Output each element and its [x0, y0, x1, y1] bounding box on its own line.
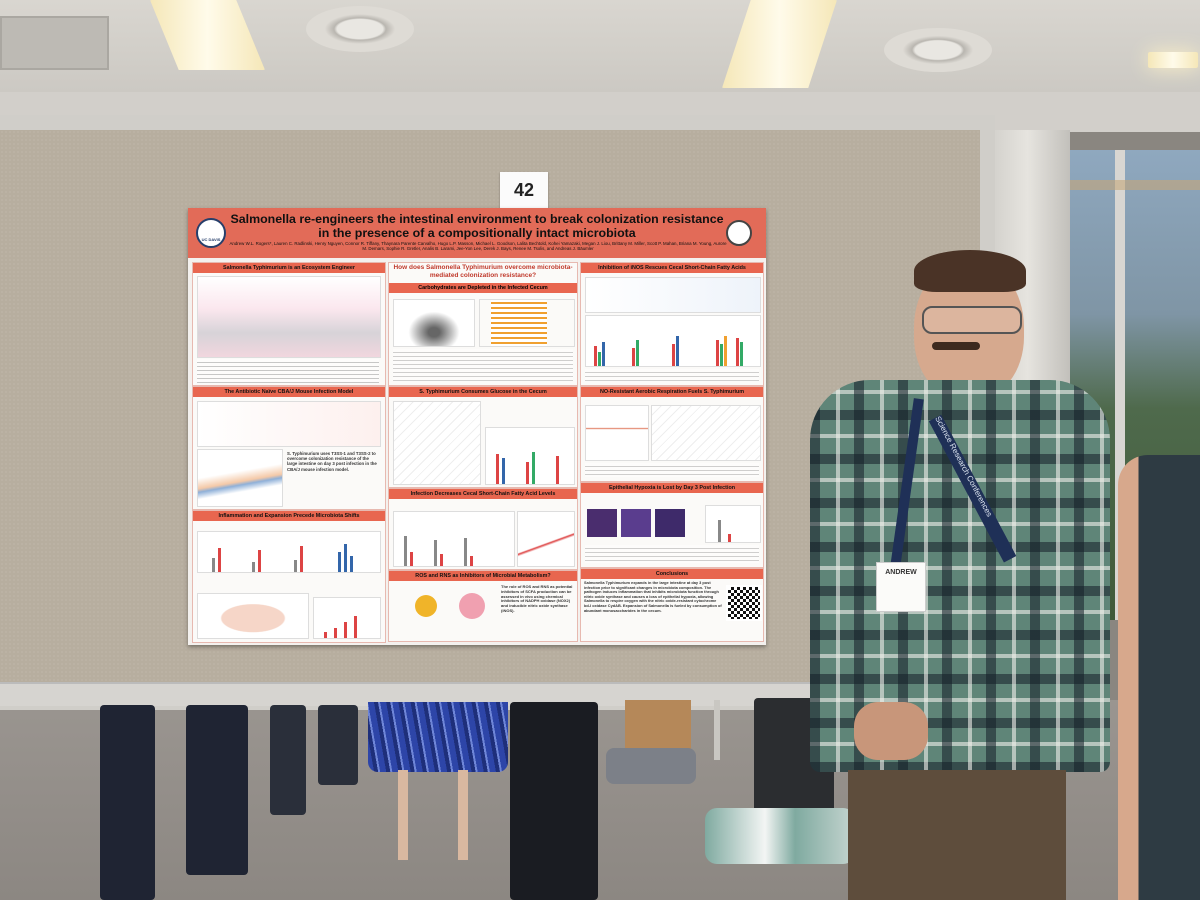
name-badge: ANDREW	[876, 562, 926, 612]
poster-authors: Andrew W.L. Rogers*, Lauren C. Radlinski…	[229, 241, 727, 252]
unifrac-bar-chart	[313, 597, 381, 639]
section-inos: Inhibition of iNOS Rescues Cecal Short-C…	[580, 262, 764, 386]
university-seal-logo	[726, 220, 752, 246]
section-heading: The Antibiotic Naïve CBA/J Mouse Infecti…	[193, 387, 385, 397]
glucose-scatter-plots	[393, 401, 481, 485]
section-scfa: Infection Decreases Cecal Short-Chain Fa…	[388, 488, 578, 570]
monocyte-cell-icon	[415, 595, 437, 617]
section-heading: Epithelial Hypoxia is Lost by Day 3 Post…	[581, 483, 763, 493]
section-heading: Inhibition of iNOS Rescues Cecal Short-C…	[581, 263, 763, 273]
pcoa-plot	[197, 593, 309, 639]
hypoxia-microscopy-2	[621, 509, 651, 537]
person-black-trousers	[510, 702, 598, 900]
caption-lines	[585, 545, 759, 563]
person-khaki-trousers	[625, 700, 691, 750]
experiment-design-diagram	[585, 277, 761, 313]
glucose-bar-chart	[485, 427, 575, 485]
section-aerobic-respiration: NO-Resistant Aerobic Respiration Fuels S…	[580, 386, 764, 482]
section-heading: Conclusions	[581, 569, 763, 579]
neutrophil-cell-icon	[459, 593, 485, 619]
caption-lines	[197, 359, 379, 383]
ceiling-vent-left	[306, 6, 414, 52]
scfa-line-chart	[517, 511, 575, 567]
ceiling-light-right	[1148, 52, 1198, 68]
mouse-model-text: S. Typhimurium uses T3SS-1 and T3SS-2 to…	[287, 451, 377, 472]
grey-sneakers	[606, 748, 696, 784]
person-leg-4	[318, 705, 358, 785]
section-heading: Inflammation and Expansion Precede Micro…	[193, 511, 385, 521]
volcano-plot	[393, 299, 475, 347]
section-heading: How does Salmonella Typhimurium overcome…	[389, 263, 577, 282]
poster-title-line1: Salmonella re-engineers the intestinal e…	[230, 212, 724, 226]
person-leg-bare-2	[458, 770, 468, 860]
pimonidazole-bar-chart	[705, 505, 761, 543]
carbohydrate-bar-chart	[479, 299, 575, 347]
caption-lines	[585, 463, 759, 477]
section-glucose: S. Typhimurium Consumes Glucose in the C…	[388, 386, 578, 488]
poster-header	[188, 208, 766, 258]
qr-code	[726, 585, 762, 621]
teal-sneakers	[705, 808, 855, 864]
person-leg-bare-1	[398, 770, 408, 860]
poster-title-line2: in the presence of a compositionally int…	[318, 226, 636, 240]
section-heading-carbs: Carbohydrates are Depleted in the Infect…	[389, 283, 577, 293]
mustache	[932, 342, 980, 350]
legend-lines	[393, 349, 573, 381]
research-poster: UC DAVIS Salmonella re-engineers the int…	[188, 208, 766, 645]
cfu-line-chart	[197, 449, 283, 507]
uc-davis-logo: UC DAVIS	[196, 218, 226, 248]
eyeglasses-icon	[922, 306, 1022, 334]
section-heading: S. Typhimurium Consumes Glucose in the C…	[389, 387, 577, 397]
blue-patterned-dress	[368, 702, 508, 772]
presenter: Science Research Conferences ANDREW	[810, 250, 1115, 900]
section-ros-rns: ROS and RNS as Inhibitors of Microbial M…	[388, 570, 578, 642]
person-leg-dark-1	[100, 705, 155, 900]
section-inflammation: Inflammation and Expansion Precede Micro…	[192, 510, 386, 643]
person-leg-dark-2	[186, 705, 248, 875]
respiration-diagram	[585, 405, 649, 461]
section-heading: ROS and RNS as Inhibitors of Microbial M…	[389, 571, 577, 581]
respiration-scatter-plots	[651, 405, 761, 461]
section-heading: Salmonella Typhimurium is an Ecosystem E…	[193, 263, 385, 273]
ceiling-vent-right	[884, 28, 992, 72]
section-conclusions: Conclusions Salmonella Typhimurium expan…	[580, 568, 764, 642]
section-heading: NO-Resistant Aerobic Respiration Fuels S…	[581, 387, 763, 397]
person-right-edge	[1118, 455, 1200, 900]
brown-trousers	[848, 770, 1066, 900]
section-ecosystem-engineer: Salmonella Typhimurium is an Ecosystem E…	[192, 262, 386, 386]
presenter-hands	[854, 702, 928, 760]
scfa-bar-charts	[393, 511, 515, 567]
board-stand-leg	[714, 700, 720, 760]
section-mouse-model: The Antibiotic Naïve CBA/J Mouse Infecti…	[192, 386, 386, 510]
ceiling-access-panel	[0, 16, 109, 70]
inflammation-bar-charts	[197, 531, 381, 573]
section-heading: Infection Decreases Cecal Short-Chain Fa…	[389, 489, 577, 499]
board-number-card: 42	[500, 172, 548, 208]
caption-lines	[585, 369, 759, 381]
section-question: How does Salmonella Typhimurium overcome…	[388, 262, 578, 386]
section-epithelial-hypoxia: Epithelial Hypoxia is Lost by Day 3 Post…	[580, 482, 764, 568]
hypoxia-microscopy-3	[655, 509, 685, 537]
plaid-shirt	[810, 380, 1110, 772]
presenter-hair	[914, 250, 1026, 292]
hypoxia-microscopy-1	[587, 509, 617, 537]
infection-timeline-diagram	[197, 401, 381, 447]
inos-bar-charts	[585, 315, 761, 367]
intestine-illustration	[197, 276, 381, 358]
conclusions-text: Salmonella Typhimurium expands in the la…	[584, 580, 722, 613]
ros-rns-text: The role of ROS and RNS as potential inh…	[501, 584, 573, 613]
person-leg-3	[270, 705, 306, 815]
